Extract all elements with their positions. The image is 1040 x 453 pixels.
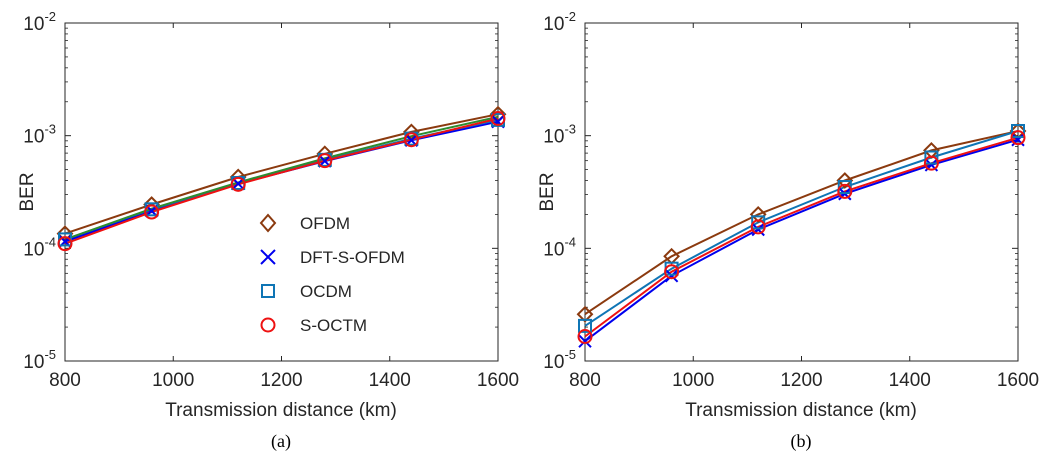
circle-marker	[750, 219, 766, 235]
circle-marker	[490, 111, 506, 127]
series-group	[576, 122, 1027, 348]
circle-marker	[403, 132, 419, 148]
series-line-dft-s-ofdm	[64, 120, 499, 243]
panel-caption: (a)	[271, 431, 291, 452]
plot-area-frame	[584, 22, 1019, 362]
legend-circle-marker	[260, 317, 276, 333]
y-tick-label: 10-2	[23, 9, 56, 35]
series-line-ofdm	[64, 113, 499, 235]
diamond-marker	[749, 206, 767, 223]
square-marker	[924, 150, 939, 165]
x-axis-label: Transmission distance (km)	[685, 400, 917, 421]
legend-diamond-marker	[259, 213, 277, 233]
legend-square-marker	[261, 284, 275, 298]
legend-x-marker	[260, 249, 276, 265]
circle-marker	[923, 155, 939, 171]
circle-marker	[577, 328, 593, 344]
plot-area-frame	[64, 22, 499, 362]
legend-item-s-octm: S-OCTM	[260, 316, 367, 335]
x-marker	[751, 222, 765, 237]
circle-marker	[230, 176, 246, 192]
x-tick-label: 1600	[477, 370, 519, 391]
series-line-ofdm	[584, 130, 1019, 316]
x-tick-label: 1400	[889, 370, 931, 391]
legend-label: S-OCTM	[300, 316, 367, 335]
y-tick-label: 10-2	[543, 9, 576, 35]
x-axis-label: Transmission distance (km)	[165, 400, 397, 421]
circle-marker	[317, 153, 333, 169]
square-marker	[578, 318, 592, 333]
x-tick-label: 800	[569, 370, 601, 391]
x-tick-label: 1000	[672, 370, 714, 391]
series-line-s-octm	[584, 136, 1019, 338]
panel-a: 800 1000 1200 1400 1600 10-5 10-4 10-3 10-2 Tran…	[17, 9, 519, 452]
legend-item-dft-s-ofdm: DFT-S-OFDM	[260, 248, 405, 267]
circle-marker	[144, 204, 160, 220]
y-tick-label: 10-5	[23, 347, 56, 373]
legend-label: OFDM	[300, 214, 350, 233]
x-tick-label: 800	[49, 370, 81, 391]
x-marker	[578, 334, 592, 348]
series-group	[56, 105, 507, 252]
circle-marker	[57, 236, 73, 252]
x-tick-label: 1200	[260, 370, 302, 391]
y-tick-label: 10-3	[23, 122, 56, 148]
diamond-marker	[576, 305, 594, 323]
panel-b: 800 1000 1200 1400 1600 10-5 10-4 10-3 10-2 Tran…	[537, 9, 1039, 452]
legend: OFDM DFT-S-OFDM OCDM S-OCTM	[259, 213, 405, 335]
square-marker	[751, 215, 766, 230]
circle-marker	[837, 183, 853, 199]
panel-caption: (b)	[791, 431, 812, 452]
legend-item-ocdm: OCDM	[261, 282, 352, 301]
series-line-unlabeled	[64, 115, 499, 241]
circle-marker	[664, 264, 680, 280]
y-tick-label: 10-4	[543, 234, 576, 260]
diamond-marker	[836, 172, 854, 189]
y-axis-label: BER	[17, 172, 38, 211]
y-tick-label: 10-3	[543, 122, 576, 148]
square-marker	[1011, 124, 1025, 139]
x-marker	[664, 269, 679, 283]
series-line-ocdm	[64, 118, 499, 241]
y-tick-label: 10-5	[543, 347, 576, 373]
y-tick-label: 10-4	[23, 234, 56, 260]
y-axis-label: BER	[537, 172, 558, 211]
series-line-s-octm	[64, 117, 499, 245]
x-tick-label: 1000	[152, 370, 194, 391]
tick-group: 800 1000 1200 1400 1600 10-5 10-4 10-3 10-2	[23, 9, 519, 391]
series-line-ocdm	[584, 130, 1019, 327]
series-line-dft-s-ofdm	[584, 138, 1019, 342]
x-tick-label: 1200	[780, 370, 822, 391]
x-tick-label: 1600	[997, 370, 1039, 391]
legend-item-ofdm: OFDM	[259, 213, 350, 233]
tick-group: 800 1000 1200 1400 1600 10-5 10-4 10-3 10-2	[543, 9, 1039, 391]
circle-marker	[1010, 130, 1026, 146]
legend-label: DFT-S-OFDM	[300, 248, 405, 267]
legend-label: OCDM	[300, 282, 352, 301]
x-tick-label: 1400	[369, 370, 411, 391]
